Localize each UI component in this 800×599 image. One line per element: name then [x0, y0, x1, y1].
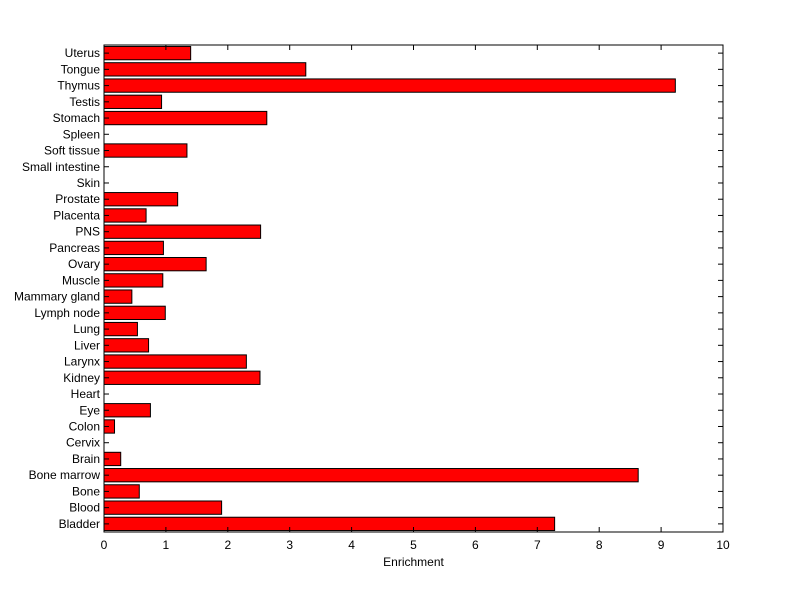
- x-tick-label: 5: [410, 538, 417, 552]
- y-tick-label-prostate: Prostate: [55, 192, 100, 206]
- y-tick-label-brain: Brain: [72, 452, 100, 466]
- bar-lymph-node: [103, 305, 166, 321]
- x-tick-label: 6: [472, 538, 479, 552]
- x-tick-labels: 0 1 2 3 4 5 6 7 8 9 10: [101, 538, 730, 552]
- bar-bone-marrow: [103, 468, 639, 483]
- bar-pns: [103, 224, 262, 239]
- bar-bone: [103, 484, 140, 499]
- y-tick-label-muscle: Muscle: [62, 273, 100, 287]
- ticks-group: [103, 45, 724, 532]
- y-tick-label-heart: Heart: [71, 387, 101, 401]
- y-tick-label-bladder: Bladder: [59, 517, 100, 531]
- bar-pancreas: [103, 240, 164, 256]
- bar-ovary: [103, 256, 207, 272]
- y-tick-label-small-intestine: Small intestine: [22, 160, 100, 174]
- y-tick-label-kidney: Kidney: [63, 371, 100, 385]
- y-tick-label-testis: Testis: [69, 95, 100, 109]
- bar-prostate: [103, 192, 179, 207]
- x-tick-label: 9: [658, 538, 665, 552]
- y-tick-label-liver: Liver: [74, 338, 100, 352]
- y-tick-label-thymus: Thymus: [57, 79, 100, 93]
- y-tick-label-ovary: Ovary: [68, 257, 100, 271]
- y-tick-label-mammary-gland: Mammary gland: [14, 290, 100, 304]
- bar-soft-tissue: [103, 143, 188, 158]
- bar-bladder: [103, 516, 556, 532]
- x-tick-label: 7: [534, 538, 541, 552]
- x-tick-label: 4: [348, 538, 355, 552]
- y-tick-label-tongue: Tongue: [61, 62, 101, 76]
- bar-tongue: [103, 62, 307, 77]
- y-tick-label-spleen: Spleen: [63, 127, 100, 141]
- bar-testis: [103, 94, 163, 109]
- y-tick-label-uterus: Uterus: [65, 46, 100, 60]
- y-tick-label-placenta: Placenta: [53, 208, 100, 222]
- y-tick-label-larynx: Larynx: [64, 355, 100, 369]
- y-tick-label-eye: Eye: [79, 403, 100, 417]
- bar-lung: [103, 321, 138, 337]
- x-tick-label: 8: [596, 538, 603, 552]
- y-tick-label-cervix: Cervix: [66, 436, 100, 450]
- y-tick-label-soft-tissue: Soft tissue: [44, 144, 100, 158]
- bar-larynx: [103, 354, 247, 369]
- y-tick-label-colon: Colon: [69, 419, 100, 433]
- y-tick-label-lymph-node: Lymph node: [34, 306, 100, 320]
- y-tick-label-pns: PNS: [75, 225, 100, 239]
- bar-placenta: [103, 208, 147, 223]
- bar-blood: [103, 500, 223, 515]
- y-tick-label-pancreas: Pancreas: [49, 241, 100, 255]
- x-tick-label: 3: [286, 538, 293, 552]
- y-tick-label-bone-marrow: Bone marrow: [29, 468, 101, 482]
- bar-muscle: [103, 273, 164, 288]
- x-tick-label: 1: [163, 538, 170, 552]
- bar-stomach: [103, 110, 268, 126]
- x-axis-label: Enrichment: [383, 555, 444, 569]
- y-tick-labels: Bladder Blood Bone Bone marrow Brain Cervix Co…: [14, 46, 101, 531]
- bar-uterus: [103, 45, 192, 61]
- x-tick-label: 2: [224, 538, 231, 552]
- bar-kidney: [103, 370, 261, 385]
- y-tick-label-lung: Lung: [73, 322, 100, 336]
- y-tick-label-blood: Blood: [69, 501, 100, 515]
- bar-liver: [103, 338, 150, 353]
- x-tick-label: 0: [101, 538, 108, 552]
- bars-group: [103, 45, 676, 532]
- x-tick-label: 10: [716, 538, 730, 552]
- y-tick-label-skin: Skin: [77, 176, 100, 190]
- bar-eye: [103, 403, 151, 418]
- bar-thymus: [103, 78, 676, 93]
- y-tick-label-bone: Bone: [72, 484, 100, 498]
- y-tick-label-stomach: Stomach: [53, 111, 100, 125]
